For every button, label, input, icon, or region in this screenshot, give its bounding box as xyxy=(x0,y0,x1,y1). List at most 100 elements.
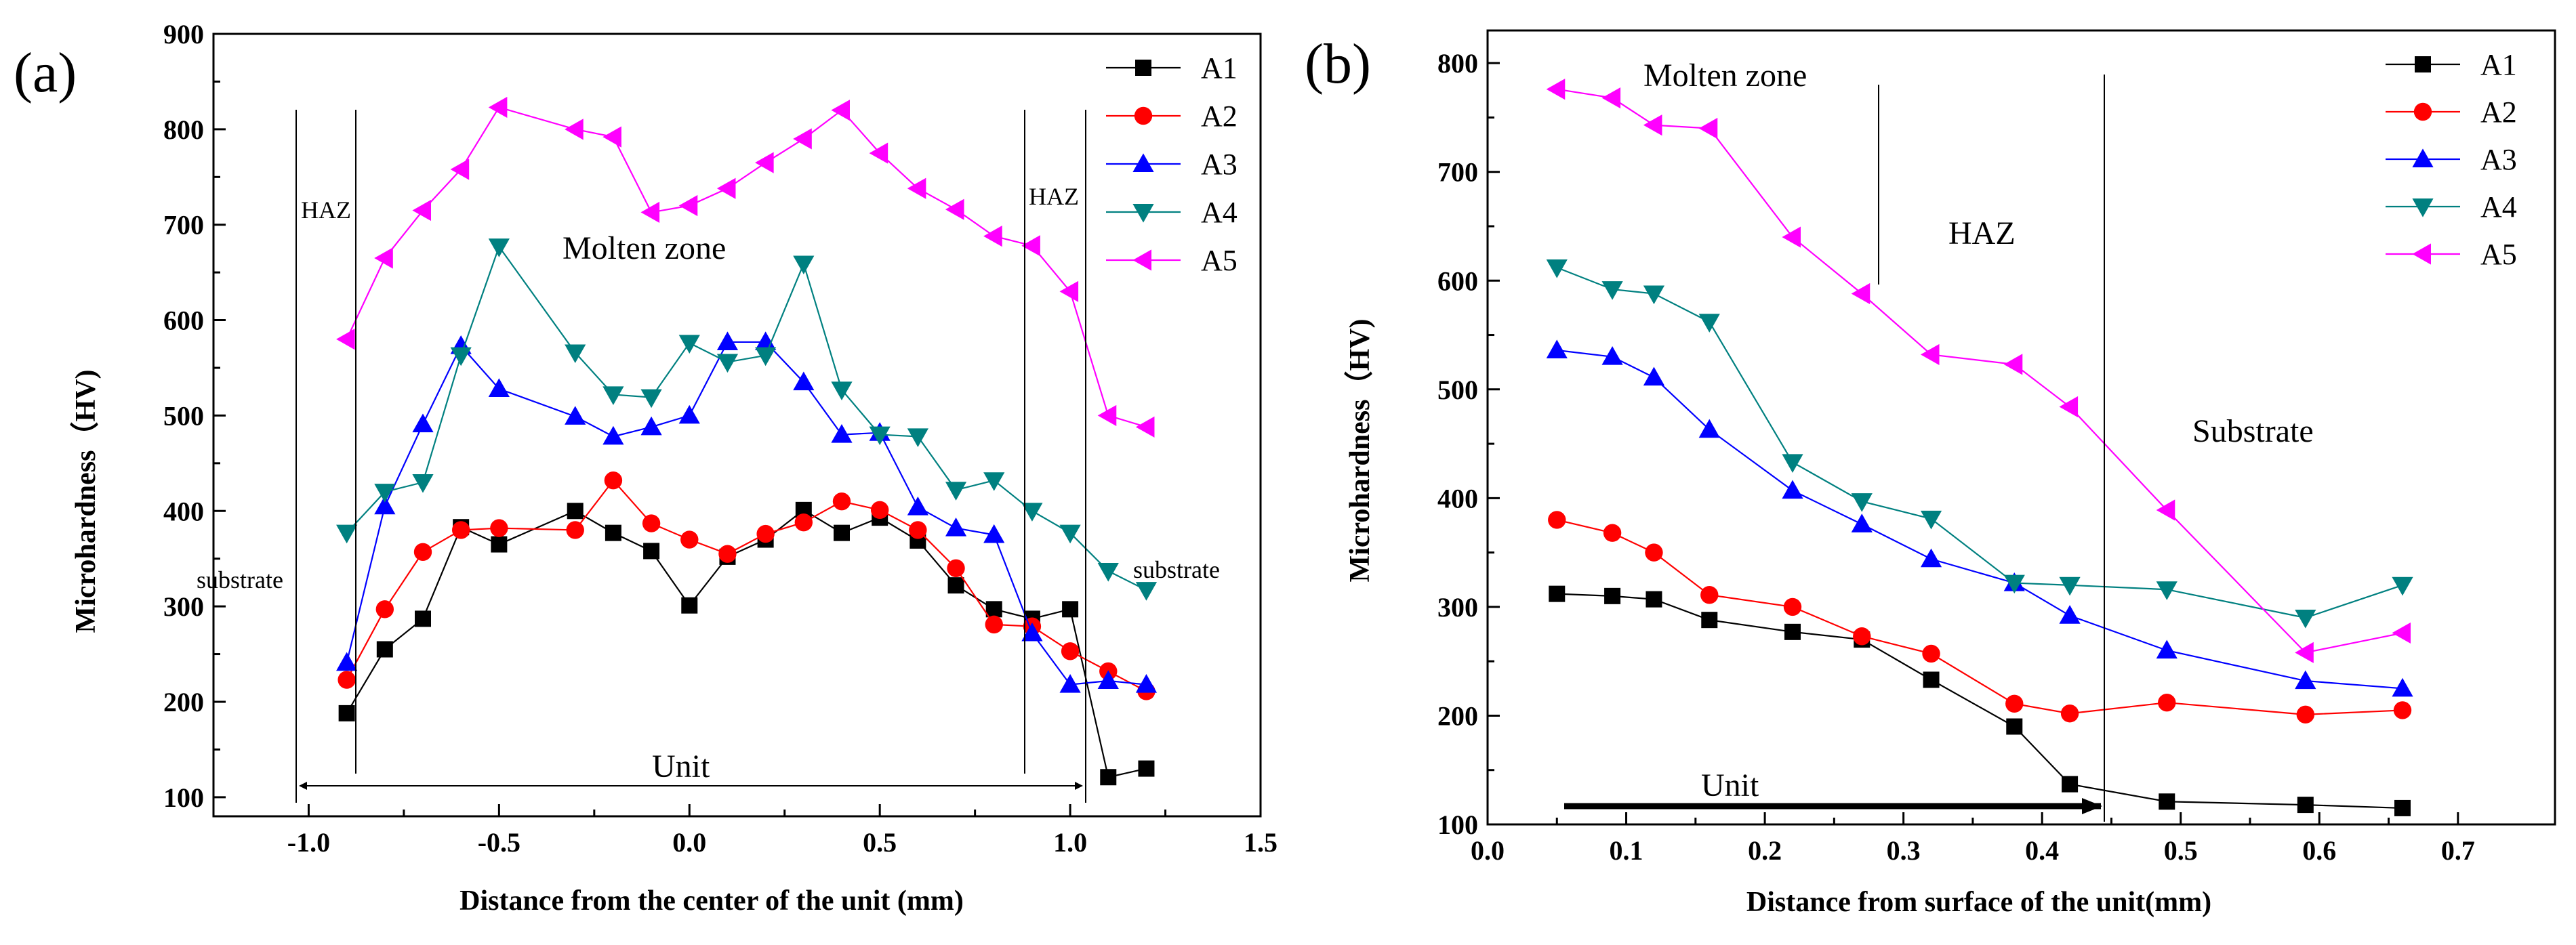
panel-b-series-a2-point xyxy=(2158,693,2176,712)
panel-b-series-a4-point xyxy=(2156,581,2178,600)
panel-b-series-a4-point xyxy=(2059,576,2081,596)
panel-b-plot-area: 0.0 0.1 0.2 0.3 0.4 0.5 0.6 0.7 100 200 300 400 500 6… xyxy=(1437,48,2475,866)
panel-a-series-a4-point xyxy=(869,426,891,446)
panel-b-series-a5-line xyxy=(1557,88,2403,654)
panel-a-series-a5 xyxy=(336,96,1155,438)
panel-b-series-a4-point xyxy=(1546,259,1568,278)
panel-a-series-a5-point xyxy=(678,194,698,217)
panel-b-y-tick-label: 700 xyxy=(1437,157,1478,188)
panel-a-series-a5-point xyxy=(336,329,355,350)
panel-a-series-a4-point xyxy=(983,472,1005,491)
panel-a-series-a2-point xyxy=(338,671,356,689)
panel-a-series-a1-point xyxy=(985,601,1002,618)
panel-a-series-a5-point xyxy=(602,126,621,148)
panel-a-substrate-right-label: substrate xyxy=(1133,556,1220,583)
panel-b-series-a3-line xyxy=(1557,349,2403,690)
panel-a-series-a4 xyxy=(336,238,1158,601)
panel-a-series-a1-point xyxy=(947,577,964,594)
panel-a-molten-zone-label: Molten zone xyxy=(563,230,726,266)
panel-a-series-a3-point xyxy=(336,652,358,671)
panel-b-series-a2-point xyxy=(2005,694,2024,713)
panel-a-series-a3-point xyxy=(716,331,739,350)
panel-a-series-a2-point xyxy=(794,513,813,532)
panel-b-haz-label: HAZ xyxy=(1948,215,2016,251)
panel-a-legend-marker-a1 xyxy=(1135,60,1151,76)
panel-b-y-tick-label: 600 xyxy=(1437,266,1478,296)
panel-b-series-a5-point xyxy=(1698,117,1718,140)
panel-a-series-a4-point xyxy=(793,255,815,275)
panel-a-series-a4-point xyxy=(716,354,739,373)
panel-a-x-tick-label: -1.0 xyxy=(287,827,330,858)
panel-a-series-a4-point xyxy=(1021,503,1043,522)
panel-a-series-a2-line xyxy=(346,479,1147,692)
panel-a-series-a4-point xyxy=(1059,524,1081,544)
panel-a-x-tick-label: -0.5 xyxy=(478,827,520,858)
panel-b-series-a5-point xyxy=(2059,396,2079,418)
panel-b: (b) 0.0 0.1 0.2 0.3 0.4 0.5 0.6 0.7 100 200 300 400… xyxy=(1305,29,2556,918)
panel-b-series-a1-point xyxy=(2006,718,2023,735)
panel-a-series-a5-point xyxy=(565,119,584,140)
panel-b-series-a3-point xyxy=(1546,339,1568,359)
panel-a-y-tick-label: 600 xyxy=(163,306,204,336)
panel-a-series-a1-point xyxy=(415,610,431,627)
panel-a-series-a4-point xyxy=(374,484,396,503)
panel-a-series-a5-point xyxy=(1135,416,1155,438)
panel-b-legend-marker-a4 xyxy=(2412,198,2434,217)
panel-b-legend-label-a2: A2 xyxy=(2480,96,2517,129)
panel-a-legend-marker-a2 xyxy=(1134,106,1153,125)
panel-a-series-a1-point xyxy=(643,543,660,560)
panel-b-series-a2-point xyxy=(1548,511,1566,529)
panel-b-legend-marker-a3 xyxy=(2412,148,2434,167)
panel-a-series-a2-point xyxy=(413,543,432,562)
panel-b-unit-label: Unit xyxy=(1701,768,1759,803)
panel-b-series-a2-line xyxy=(1557,519,2403,715)
panel-b-series-a5-point xyxy=(2295,642,2314,663)
panel-a-series-a4-point xyxy=(412,474,434,493)
panel-b-series-a5-point xyxy=(1601,87,1621,109)
panel-b-series-a5-point xyxy=(1851,282,1870,305)
panel-b-series-a4-line xyxy=(1556,266,2403,619)
panel-b-x-tick-label: 0.2 xyxy=(1748,835,1782,866)
panel-a-series-a4-point xyxy=(678,335,700,354)
panel-b-legend-label-a1: A1 xyxy=(2480,48,2517,81)
panel-b-series-a3 xyxy=(1546,339,2413,697)
panel-a-series-a2-point xyxy=(909,521,927,539)
panel-b-label: (b) xyxy=(1305,33,1371,96)
panel-b-x-tick-label: 0.3 xyxy=(1887,835,1921,866)
panel-b-series-a3-point xyxy=(1643,366,1665,386)
panel-b-series-a2-point xyxy=(1922,644,1940,663)
panel-b-substrate-label: Substrate xyxy=(2192,413,2314,449)
panel-a-series-a2-point xyxy=(832,492,851,511)
panel-a-series-a4-point xyxy=(565,344,586,364)
panel-b-y-tick-label: 400 xyxy=(1437,483,1478,513)
panel-a-series-a4-point xyxy=(336,524,358,544)
panel-a: (a) -1.0 -0.5 0.0 0.5 1.0 1.5 100 200 300 400 500 6… xyxy=(14,19,1277,917)
panel-a-series-a5-point xyxy=(755,152,774,173)
panel-a-series-a2-point xyxy=(642,514,661,532)
panel-a-substrate-left-label: substrate xyxy=(197,566,283,593)
panel-b-y-tick-label: 300 xyxy=(1437,592,1478,623)
panel-a-y-tick-label: 400 xyxy=(163,496,204,526)
panel-a-series-a1-point xyxy=(376,641,393,658)
panel-b-series-a3-point xyxy=(1920,548,1942,568)
panel-b-series-a3-point xyxy=(1698,419,1720,438)
panel-a-y-tick-label: 200 xyxy=(163,687,204,717)
panel-a-series-a5-point xyxy=(831,100,850,121)
panel-b-series-a4-point xyxy=(1920,510,1942,530)
panel-a-x-tick-label: 0.0 xyxy=(672,827,706,858)
panel-a-series-a1-point xyxy=(1138,760,1155,777)
panel-b-series-a1-point xyxy=(2297,797,2314,814)
panel-a-series-a3-point xyxy=(1021,622,1043,642)
panel-b-series-a1-point xyxy=(1549,585,1566,602)
panel-b-x-axis-label: Distance from surface of the unit(mm) xyxy=(1746,887,2211,918)
panel-a-series-a4-point xyxy=(831,381,853,400)
panel-a-haz-right-label: HAZ xyxy=(1029,183,1079,210)
panel-a-series-a3-point xyxy=(1097,670,1119,689)
panel-a-series-a3-point xyxy=(1135,674,1158,693)
panel-b-series-a4-point xyxy=(2003,574,2025,594)
panel-a-legend-marker-a5 xyxy=(1132,249,1151,271)
panel-a-legend-marker-a3 xyxy=(1132,153,1154,172)
panel-a-series-a4-point xyxy=(450,347,472,366)
panel-b-series-a1-point xyxy=(1784,623,1801,640)
panel-a-series-a4-line xyxy=(346,245,1147,591)
